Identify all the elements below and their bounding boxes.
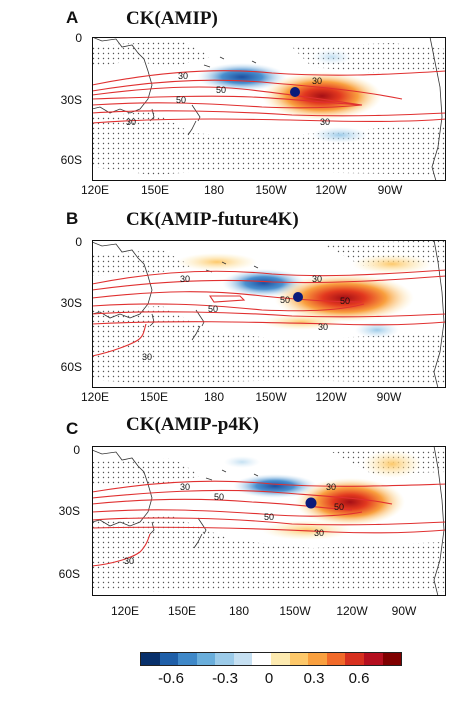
colorbar [140, 652, 402, 666]
panel-c-lon-120w: 120W [336, 604, 368, 618]
panel-a-lon-150e: 150E [140, 183, 170, 197]
panel-a-lon-150w: 150W [255, 183, 287, 197]
panel-b-contours [92, 269, 446, 357]
panel-c-contour-label-3: 50 [214, 492, 224, 502]
colorbar-swatch-4 [196, 653, 216, 665]
colorbar-swatch-1 [141, 653, 160, 665]
colorbar-swatch-6 [233, 653, 253, 665]
panel-a-contour-labels: 30 30 50 50 30 30 [126, 71, 330, 127]
panel-a-lon-90w: 90W [377, 183, 403, 197]
panel-a-lat-0: 0 [75, 31, 82, 45]
panel-b-lon-150e: 150E [139, 390, 169, 404]
colorbar-swatch-9 [289, 653, 309, 665]
panel-a-lat-30s: 30S [60, 93, 82, 107]
panel-c-contour-label-4: 50 [264, 512, 274, 522]
panel-c-frame [92, 446, 446, 596]
panel-a-contour-label-2: 30 [312, 76, 322, 86]
panel-b-letter: B [66, 209, 79, 228]
panel-b-frame [92, 240, 446, 388]
panel-a-contour-label-3: 50 [216, 85, 226, 95]
panel-c-lon-90w: 90W [391, 604, 417, 618]
panel-c-contour-label-5: 50 [334, 502, 344, 512]
colorbar-swatch-14 [382, 653, 402, 665]
panel-a-letter: A [66, 8, 79, 27]
panel-c-lon-180: 180 [228, 604, 250, 618]
panel-b-contour-labels: 30 30 50 50 50 30 30 [142, 274, 350, 362]
colorbar-swatch-13 [363, 653, 383, 665]
panel-b-stipple [92, 240, 446, 384]
panel-c-lon-150e: 150E [167, 604, 197, 618]
panel-c-map: 30 30 50 50 50 30 30 [92, 446, 446, 596]
panel-a-contour-label-5: 30 [320, 117, 330, 127]
panel-b-contour-label-5: 50 [340, 296, 350, 306]
panel-a-title: CK(AMIP) [126, 8, 218, 29]
panel-b-contour-label-2: 30 [312, 274, 322, 284]
panel-a-contour-label-4: 50 [176, 95, 186, 105]
panel-a-location-marker [290, 87, 300, 97]
panel-c-contour-label-7: 30 [124, 556, 134, 566]
colorbar-label-neg-0-3: -0.3 [212, 670, 238, 687]
panel-a-coastlines [92, 37, 443, 181]
panel-a-anomalies [197, 49, 382, 143]
panel-c-lon-120e: 120E [110, 604, 140, 618]
panel-c-anomalies [224, 450, 422, 540]
panel-a-contour-label-1: 30 [178, 71, 188, 81]
panel-a-lon-180: 180 [203, 183, 225, 197]
colorbar-swatch-3 [178, 653, 197, 665]
panel-c-contour-label-2: 30 [326, 482, 336, 492]
colorbar-label-pos-0-3: 0.3 [303, 670, 325, 687]
panel-c-contours [92, 480, 446, 567]
panel-c-lat-60s: 60S [58, 567, 80, 581]
panel-b-lon-120e: 120E [80, 390, 110, 404]
colorbar-swatch-8 [271, 653, 290, 665]
colorbar-label-zero: 0 [264, 670, 274, 687]
panel-b-lon-120w: 120W [315, 390, 347, 404]
panel-b-lon-180: 180 [203, 390, 225, 404]
panel-b-lon-150w: 150W [255, 390, 287, 404]
colorbar-swatch-11 [326, 653, 346, 665]
panel-b-title: CK(AMIP-future4K) [126, 209, 299, 230]
panel-c-lat-30s: 30S [58, 504, 80, 518]
panel-b-contour-label-7: 30 [142, 352, 152, 362]
panel-b-lat-0: 0 [75, 235, 82, 249]
panel-c-contour-labels: 30 30 50 50 50 30 30 [124, 482, 344, 566]
colorbar-label-neg-0-6: -0.6 [158, 670, 184, 687]
panel-b-contour-label-3: 50 [208, 304, 218, 314]
colorbar-swatch-5 [215, 653, 234, 665]
panel-b-contour-label-6: 30 [318, 322, 328, 332]
panel-a-map: 30 30 50 50 30 30 [92, 37, 446, 181]
panel-a-contour-label-6: 30 [126, 117, 136, 127]
panel-c-location-marker [305, 497, 317, 509]
panel-a-lon-120e: 120E [80, 183, 110, 197]
panel-c-contour-label-1: 30 [180, 482, 190, 492]
colorbar-swatch-12 [345, 653, 364, 665]
colorbar-swatch-10 [308, 653, 327, 665]
colorbar-label-pos-0-6: 0.6 [348, 670, 370, 687]
panel-a-lat-60s: 60S [60, 153, 82, 167]
colorbar-swatch-7 [252, 653, 272, 665]
panel-a-contours [92, 70, 446, 124]
panel-b-location-marker [293, 292, 303, 302]
panel-b-contour-label-4: 50 [280, 295, 290, 305]
panel-b-map: 30 30 50 50 50 30 30 [92, 240, 446, 388]
panel-c-title: CK(AMIP-p4K) [126, 414, 259, 435]
panel-a-lon-120w: 120W [315, 183, 347, 197]
colorbar-swatch-2 [159, 653, 179, 665]
panel-c-lon-150w: 150W [279, 604, 311, 618]
panel-c-contour-label-6: 30 [314, 528, 324, 538]
panel-a-stipple [92, 41, 446, 175]
panel-c-letter: C [66, 419, 79, 438]
panel-b-lat-30s: 30S [60, 296, 82, 310]
panel-b-lon-90w: 90W [376, 390, 402, 404]
panel-c-lat-0: 0 [73, 443, 80, 457]
panel-b-lat-60s: 60S [60, 360, 82, 374]
panel-b-contour-label-1: 30 [180, 274, 190, 284]
panel-a-frame [92, 37, 446, 181]
